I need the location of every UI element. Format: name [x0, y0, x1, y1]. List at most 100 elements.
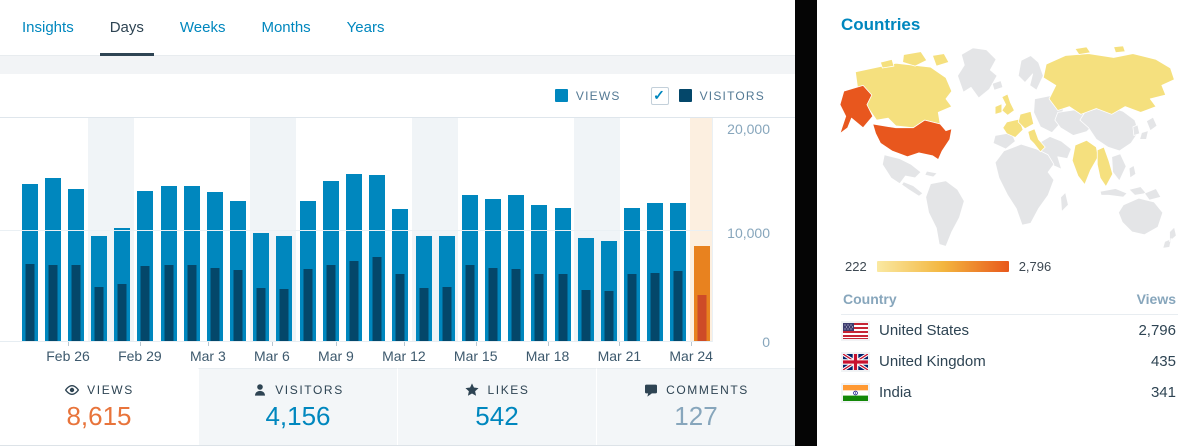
country-name: India: [879, 384, 912, 401]
chart-day-column-mar-3[interactable]: [203, 118, 226, 342]
scale-gradient-bar: [876, 261, 1009, 272]
legend-visitors-label: VISITORS: [699, 88, 765, 103]
map-region-myanmar-thailand[interactable]: [1096, 146, 1114, 187]
chart-day-column-mar-1[interactable]: [157, 118, 180, 342]
tab-years[interactable]: Years: [346, 19, 385, 36]
gridline-baseline: [0, 341, 713, 342]
x-axis-slot: Mar 9: [318, 342, 354, 364]
summary-comments-panel[interactable]: COMMENTS 127: [596, 368, 795, 445]
map-region-russia[interactable]: [1042, 45, 1175, 115]
summary-views-panel[interactable]: VIEWS 8,615: [0, 368, 198, 445]
map-region-australia[interactable]: [1118, 197, 1164, 236]
countries-table: Country Views United States 2,796: [841, 286, 1178, 408]
chart-day-column-mar-18[interactable]: [551, 118, 574, 342]
legend-views-label: VIEWS: [575, 88, 621, 103]
map-region-madagascar[interactable]: [1060, 191, 1069, 213]
map-region-south-america[interactable]: [925, 180, 965, 247]
map-region-alaska[interactable]: [839, 85, 874, 134]
visitors-checkbox[interactable]: ✓: [650, 86, 669, 105]
chart-day-column-mar-7[interactable]: [296, 118, 319, 342]
visitors-bar: [395, 274, 405, 342]
map-region-indonesia[interactable]: [1099, 186, 1147, 198]
chart-day-column-mar-8[interactable]: [319, 118, 342, 342]
chart-day-column-mar-21[interactable]: [620, 118, 643, 342]
x-axis-slot: [440, 342, 454, 364]
tab-days[interactable]: Days: [99, 0, 155, 56]
map-region-iceland[interactable]: [991, 80, 1004, 91]
chart-day-column-feb-29[interactable]: [134, 118, 157, 342]
visitors-swatch-icon: [678, 89, 692, 102]
chart-day-column-mar-23[interactable]: [667, 118, 690, 342]
chart-day-column-mar-4[interactable]: [227, 118, 250, 342]
country-name: United States: [879, 322, 970, 339]
visitors-bar: [627, 274, 637, 342]
map-region-germany[interactable]: [1017, 111, 1035, 130]
visitors-bar: [511, 269, 521, 342]
tab-weeks[interactable]: Weeks: [179, 19, 226, 36]
table-row[interactable]: United States 2,796: [841, 315, 1178, 346]
country-views: 2,796: [1138, 322, 1176, 339]
x-tick-label: Mar 24: [669, 348, 713, 364]
summary-comments-label: COMMENTS: [666, 383, 749, 397]
map-region-new-zealand[interactable]: [1162, 226, 1177, 249]
map-region-italy[interactable]: [1027, 128, 1046, 153]
tab-months[interactable]: Months: [261, 19, 311, 36]
table-row[interactable]: India 341: [841, 377, 1178, 408]
map-region-philippines[interactable]: [1128, 164, 1137, 179]
flag-united-states-icon: [843, 322, 868, 339]
chart-day-column-mar-22[interactable]: [644, 118, 667, 342]
map-region-korea[interactable]: [1132, 124, 1141, 136]
visitors-bar: [488, 268, 498, 342]
map-region-greenland[interactable]: [957, 47, 998, 99]
chart-day-column-mar-2[interactable]: [180, 118, 203, 342]
x-tick-mark: [691, 342, 693, 346]
map-region-cuba[interactable]: [924, 170, 938, 178]
x-tick-label: Mar 21: [597, 348, 642, 364]
country-views: 341: [1150, 384, 1176, 401]
tab-insights[interactable]: Insights: [22, 19, 74, 36]
map-region-ireland[interactable]: [994, 103, 1003, 115]
x-axis-slot: [583, 342, 597, 364]
chart-day-column-mar-15[interactable]: [481, 118, 504, 342]
chart-day-column-feb-25[interactable]: [41, 118, 64, 342]
visitors-bar: [303, 269, 313, 342]
map-region-united-states[interactable]: [872, 119, 953, 160]
map-region-japan[interactable]: [1139, 116, 1158, 140]
chart-day-column-mar-11[interactable]: [389, 118, 412, 342]
x-axis-slot: Feb 26: [46, 342, 90, 364]
world-map[interactable]: [833, 43, 1190, 255]
map-region-india[interactable]: [1071, 139, 1099, 186]
chart-day-column-feb-24[interactable]: [18, 118, 41, 342]
chart-day-column-mar-16[interactable]: [505, 118, 528, 342]
map-region-united-kingdom[interactable]: [1001, 93, 1015, 116]
chart-day-column-mar-10[interactable]: [366, 118, 389, 342]
visitors-bar: [233, 270, 243, 342]
y-axis-gutter: 20,000 10,000 0: [712, 118, 795, 350]
summary-likes-panel[interactable]: LIKES 542: [397, 368, 596, 445]
x-tick-label: Mar 18: [525, 348, 570, 364]
x-axis-slot: Mar 15: [454, 342, 497, 364]
table-row[interactable]: United Kingdom 435: [841, 346, 1178, 377]
map-region-new-guinea[interactable]: [1144, 188, 1162, 201]
chart-day-column-mar-17[interactable]: [528, 118, 551, 342]
chart-day-column-feb-26[interactable]: [64, 118, 87, 342]
x-axis-slot: [18, 342, 32, 364]
x-axis-slot: [368, 342, 382, 364]
map-region-central-america[interactable]: [901, 181, 924, 197]
visitors-bar: [279, 289, 289, 342]
visitors-bar: [94, 287, 104, 342]
map-region-scandinavia[interactable]: [1017, 55, 1044, 91]
map-region-mexico[interactable]: [881, 154, 922, 185]
x-axis-slot: [354, 342, 368, 364]
x-axis-slot: Mar 6: [254, 342, 290, 364]
summary-likes-label: LIKES: [487, 383, 530, 397]
chart-day-column-mar-9[interactable]: [342, 118, 365, 342]
map-region-southeast-asia[interactable]: [1111, 153, 1127, 182]
summary-visitors-panel[interactable]: VISITORS 4,156: [198, 368, 397, 445]
map-region-canada-islands[interactable]: [880, 51, 950, 69]
y-tick-20000: 20,000: [727, 121, 770, 137]
chart-day-column-mar-14[interactable]: [458, 118, 481, 342]
map-region-china[interactable]: [1079, 105, 1140, 152]
map-region-africa[interactable]: [994, 143, 1055, 226]
